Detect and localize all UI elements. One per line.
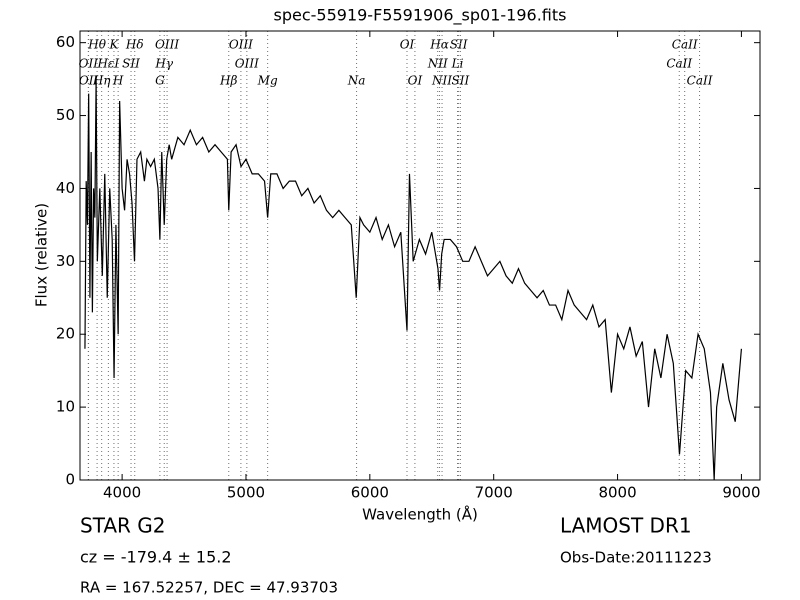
feature-label: CaII	[687, 74, 713, 88]
feature-label: CaII	[672, 38, 698, 52]
feature-label: SII	[450, 38, 468, 52]
feature-label: Hθ	[87, 38, 106, 52]
feature-label: OI	[400, 38, 415, 52]
feature-label: OIII	[229, 38, 253, 52]
y-tick-label: 10	[56, 398, 75, 416]
object-class: STAR G2	[80, 514, 166, 538]
feature-label: NII	[427, 57, 448, 71]
feature-label: SII	[452, 74, 470, 88]
y-tick-label: 50	[56, 106, 75, 124]
y-tick-label: 40	[56, 179, 75, 197]
feature-label: G	[155, 74, 165, 88]
y-tick-label: 30	[56, 252, 75, 270]
x-tick-label: 4000	[103, 484, 141, 502]
feature-label: K	[108, 38, 119, 52]
feature-label: Hα	[429, 38, 449, 52]
spectrum-line	[84, 79, 743, 481]
x-tick-label: 5000	[227, 484, 265, 502]
x-tick-label: 9000	[722, 484, 760, 502]
feature-label: NII	[431, 74, 452, 88]
feature-label: H	[112, 74, 124, 88]
x-tick-label: 6000	[351, 484, 389, 502]
coordinates: RA = 167.52257, DEC = 47.93703	[80, 579, 338, 597]
y-tick-label: 0	[65, 471, 75, 489]
y-tick-label: 20	[56, 325, 75, 343]
feature-label: Hβ	[219, 74, 237, 88]
x-tick-label: 7000	[475, 484, 513, 502]
feature-label: OII	[79, 74, 99, 88]
feature-label: Na	[347, 74, 366, 88]
feature-label: Mg	[257, 74, 278, 88]
redshift: cz = -179.4 ± 15.2	[80, 548, 232, 567]
plot-frame	[79, 30, 761, 481]
feature-label: SII	[122, 57, 140, 71]
feature-label: Hδ	[125, 38, 144, 52]
x-axis-label: Wavelength (Å)	[362, 505, 478, 524]
survey: LAMOST DR1	[560, 514, 692, 538]
feature-label: Hη	[92, 74, 111, 88]
feature-label: Li	[451, 57, 464, 71]
chart-title: spec-55919-F5591906_sp01-196.fits	[274, 6, 567, 26]
feature-label: CaII	[666, 57, 692, 71]
feature-label: HεI	[97, 57, 120, 71]
feature-label: OI	[408, 74, 423, 88]
feature-label: Hγ	[154, 57, 173, 71]
feature-label: OIII	[155, 38, 179, 52]
y-axis-label: Flux (relative)	[33, 203, 51, 307]
feature-label: OIII	[235, 57, 259, 71]
x-tick-label: 8000	[598, 484, 636, 502]
obs-date: Obs-Date:20111223	[560, 549, 712, 567]
y-tick-label: 60	[56, 33, 75, 51]
